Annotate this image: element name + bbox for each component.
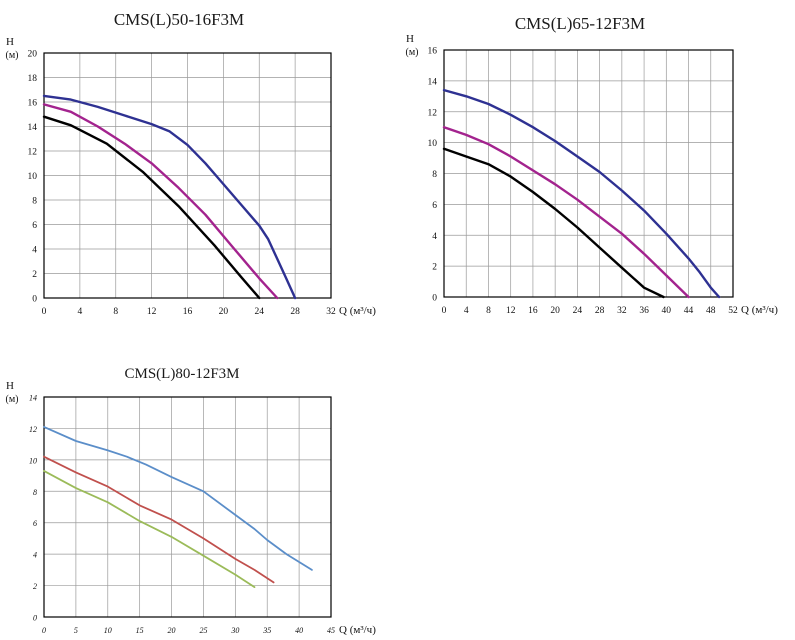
- series-line-2: [42, 115, 261, 300]
- y-axis-unit: (м): [6, 50, 19, 61]
- chart-1-group: 0 4 8 12 16 20 24 28 32 36 40 44 48 520246810121416H(…: [406, 33, 779, 316]
- y-tick-label: 20: [28, 50, 38, 60]
- y-tick-label: 14: [428, 77, 438, 87]
- x-tick-label: 0: [42, 307, 47, 317]
- x-tick-label: 28: [290, 307, 300, 317]
- x-tick-label: 24: [573, 306, 583, 316]
- series-line-0: [43, 426, 313, 571]
- y-tick-label: 14: [28, 123, 38, 133]
- plot-frame: [43, 52, 332, 299]
- series-line-2: [43, 470, 256, 588]
- y-tick-label: 12: [29, 425, 37, 434]
- x-tick-label: 15: [136, 626, 144, 635]
- series-line-2: [442, 147, 665, 299]
- chart-title: CMS(L)65-12F3M: [514, 14, 646, 33]
- y-tick-label: 10: [29, 456, 37, 465]
- y-tick-label: 2: [32, 270, 37, 280]
- y-tick-label: 0: [33, 614, 37, 623]
- x-axis-label: Q (м³/ч): [339, 624, 376, 636]
- x-tick-label: 20: [168, 626, 176, 635]
- chart-2-group: 0 5 10 15 20 25 30 35 40 45 0 2 4 6 8 10 12 14 H (м) Q (м³/ч…: [6, 380, 377, 636]
- y-tick-label: 8: [32, 197, 37, 207]
- x-tick-label: 32: [617, 306, 627, 316]
- series-line-0: [442, 88, 721, 299]
- x-tick-label: 24: [255, 307, 265, 317]
- y-tick-label: 6: [32, 221, 37, 231]
- x-tick-label: 52: [728, 306, 738, 316]
- plot-frame: [43, 396, 332, 618]
- y-axis-label: H: [6, 36, 14, 48]
- x-tick-label: 10: [104, 626, 112, 635]
- x-tick-label: 28: [595, 306, 605, 316]
- y-tick-label: 18: [28, 74, 38, 84]
- x-tick-label: 48: [706, 306, 716, 316]
- chart-title: CMS(L)80-12F3M: [124, 366, 240, 382]
- x-tick-label: 8: [486, 306, 491, 316]
- x-tick-label: 32: [326, 307, 336, 317]
- y-axis-label: H: [406, 33, 414, 45]
- y-axis-unit: (м): [6, 394, 19, 405]
- x-tick-label: 20: [550, 306, 560, 316]
- x-tick-label: 36: [639, 306, 649, 316]
- x-tick-label: 35: [262, 626, 271, 635]
- x-tick-label: 8: [113, 307, 118, 317]
- y-tick-label: 2: [33, 582, 37, 591]
- y-tick-label: 0: [432, 294, 437, 304]
- x-tick-label: 4: [464, 306, 469, 316]
- y-tick-label: 16: [428, 47, 438, 57]
- y-tick-label: 0: [32, 295, 37, 305]
- x-tick-label: 44: [684, 306, 694, 316]
- y-tick-label: 10: [428, 139, 438, 149]
- y-tick-label: 6: [432, 201, 437, 211]
- x-tick-label: 12: [147, 307, 157, 317]
- plot-frame: [443, 49, 734, 298]
- x-tick-label: 0: [42, 626, 46, 635]
- x-tick-label: 45: [327, 626, 335, 635]
- series-line-1: [43, 455, 275, 584]
- y-axis-unit: (м): [406, 47, 419, 58]
- y-tick-label: 2: [432, 263, 437, 273]
- y-tick-label: 12: [428, 108, 438, 118]
- y-tick-label: 4: [432, 232, 437, 242]
- y-tick-label: 4: [32, 246, 37, 256]
- x-tick-label: 20: [219, 307, 229, 317]
- x-axis-label: Q (м³/ч): [339, 305, 376, 317]
- x-tick-label: 40: [662, 306, 672, 316]
- y-tick-label: 8: [432, 170, 437, 180]
- x-tick-label: 16: [183, 307, 193, 317]
- x-tick-label: 40: [295, 626, 303, 635]
- x-axis-label: Q (м³/ч): [741, 304, 778, 316]
- series-line-1: [42, 103, 279, 300]
- y-tick-label: 6: [33, 519, 37, 528]
- y-tick-label: 8: [33, 488, 37, 497]
- x-tick-label: 4: [78, 307, 83, 317]
- y-tick-label: 10: [28, 172, 38, 182]
- y-tick-label: 14: [29, 394, 37, 403]
- y-axis-label: H: [6, 380, 14, 392]
- x-tick-label: 0: [442, 306, 447, 316]
- x-tick-label: 25: [199, 626, 207, 635]
- x-tick-label: 16: [528, 306, 538, 316]
- y-tick-label: 4: [33, 551, 37, 560]
- series-line-1: [442, 126, 690, 299]
- x-tick-label: 5: [74, 626, 78, 635]
- y-tick-label: 12: [28, 148, 38, 158]
- chart-title: CMS(L)50-16F3M: [113, 10, 245, 29]
- y-tick-label: 16: [28, 99, 38, 109]
- x-tick-label: 30: [230, 626, 239, 635]
- series-line-0: [42, 94, 297, 300]
- x-tick-label: 12: [506, 306, 516, 316]
